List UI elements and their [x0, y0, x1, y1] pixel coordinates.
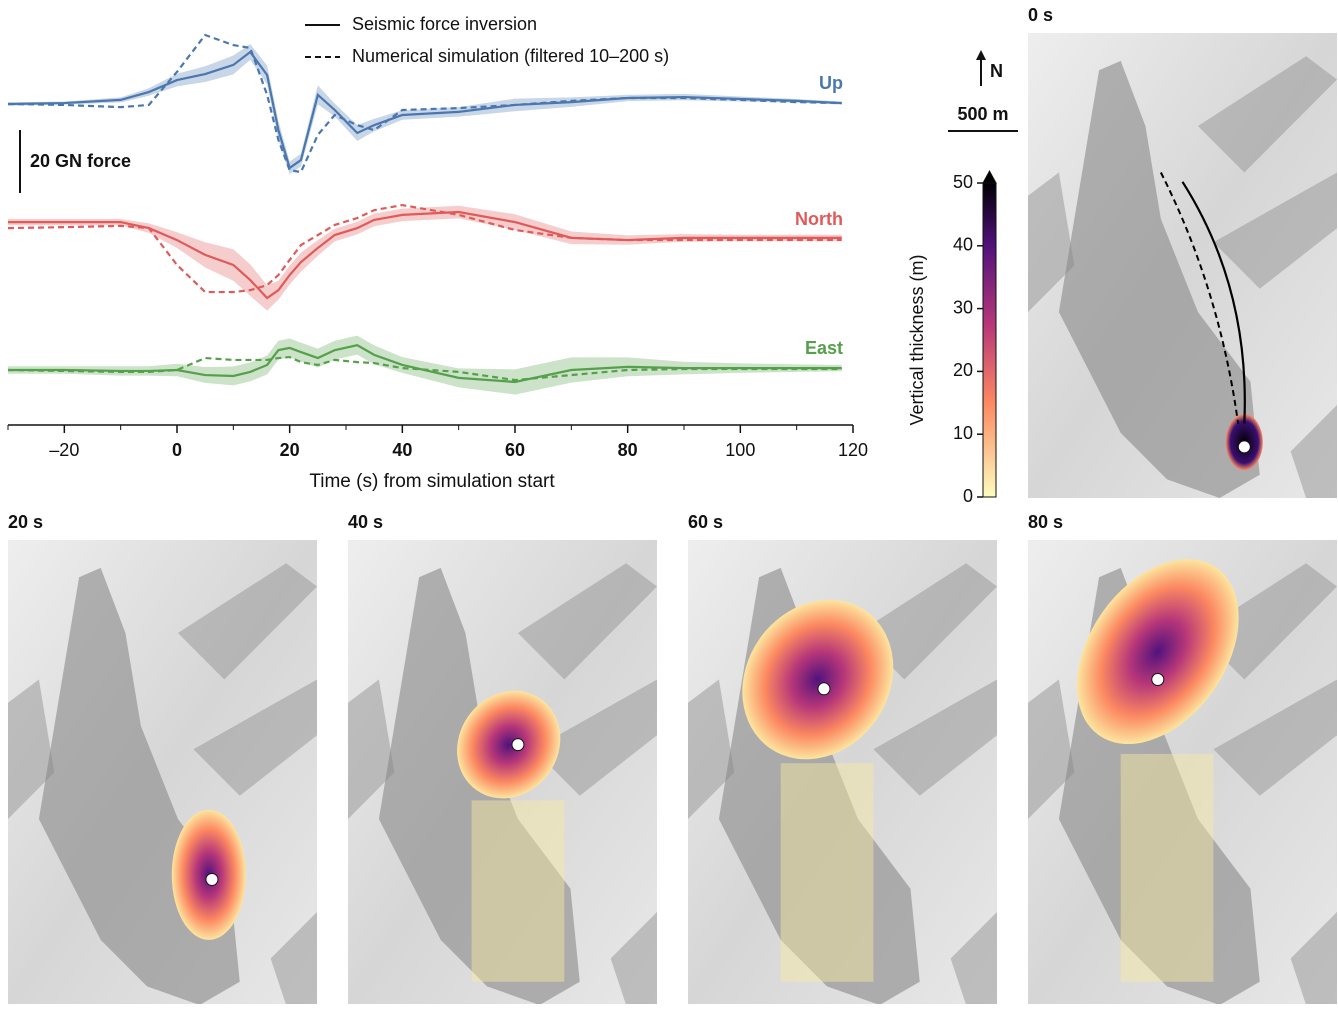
legend-label: Seismic force inversion: [352, 14, 537, 34]
inversion-line: [8, 212, 842, 298]
colorbar: [983, 183, 996, 497]
x-tick-label: 0: [172, 440, 182, 460]
map-time-label: 40 s: [348, 512, 383, 532]
map-time-label: 60 s: [688, 512, 723, 532]
map-scale-label: 500 m: [957, 104, 1008, 124]
scale-bar-label: 20 GN force: [30, 151, 131, 171]
colorbar-label: Vertical thickness (m): [907, 254, 927, 425]
x-tick-label: 20: [280, 440, 300, 460]
map-time-label: 0 s: [1028, 5, 1053, 25]
x-tick-label: –20: [49, 440, 79, 460]
x-axis-label: Time (s) from simulation start: [309, 471, 555, 492]
x-tick-label: 60: [505, 440, 525, 460]
colorbar-tick-label: 50: [953, 172, 973, 192]
map-time-label: 20 s: [8, 512, 43, 532]
trail: [472, 800, 565, 981]
north-arrow-head: [976, 50, 986, 60]
x-tick-label: 100: [725, 440, 755, 460]
map-time-label: 80 s: [1028, 512, 1063, 532]
map-panel: [348, 540, 657, 1004]
x-tick-label: 40: [392, 440, 412, 460]
colorbar-tick-label: 10: [953, 423, 973, 443]
trail: [1121, 754, 1214, 982]
centre-of-mass: [206, 873, 218, 885]
north-label: N: [990, 61, 1003, 81]
map-panel: [1028, 529, 1337, 1004]
centre-of-mass: [818, 683, 830, 695]
map-panel: [1028, 33, 1337, 498]
component-label: Up: [819, 73, 843, 93]
colorbar-tick-label: 30: [953, 297, 973, 317]
map-panel: [8, 540, 317, 1004]
figure: 20 GN force Time (s) from simulation sta…: [0, 0, 1338, 1004]
centre-of-mass: [512, 739, 524, 751]
uncertainty-band: [8, 206, 842, 311]
x-tick-label: 80: [618, 440, 638, 460]
component-label: North: [795, 209, 843, 229]
centre-of-mass: [1152, 674, 1164, 686]
x-tick-label: 120: [838, 440, 868, 460]
colorbar-tick-label: 0: [963, 486, 973, 506]
colorbar-extend: [983, 171, 996, 183]
centre-of-mass: [1238, 441, 1250, 453]
uncertainty-band: [8, 336, 842, 395]
component-label: East: [805, 338, 843, 358]
colorbar-tick-label: 40: [953, 235, 973, 255]
trail: [781, 763, 874, 982]
legend-label: Numerical simulation (filtered 10–200 s): [352, 46, 669, 66]
map-panel: [688, 540, 997, 1004]
colorbar-tick-label: 20: [953, 360, 973, 380]
